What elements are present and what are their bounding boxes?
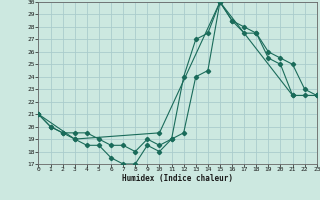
X-axis label: Humidex (Indice chaleur): Humidex (Indice chaleur) — [122, 174, 233, 183]
